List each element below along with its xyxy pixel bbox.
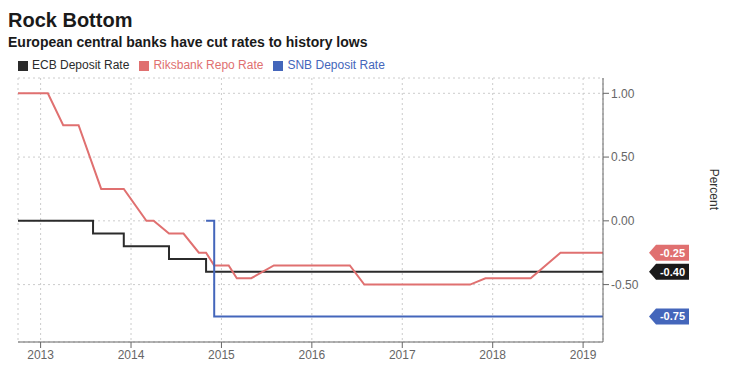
- svg-text:2013: 2013: [27, 348, 54, 362]
- html-text:SNB Deposit Rate: SNB Deposit Rate: [287, 58, 385, 72]
- svg-text:2014: 2014: [118, 348, 145, 362]
- svg-text:-0.50: -0.50: [611, 278, 639, 292]
- svg-text:0.50: 0.50: [611, 150, 635, 164]
- svg-text:Percent: Percent: [707, 169, 721, 211]
- svg-text:2015: 2015: [208, 348, 235, 362]
- svg-text:1.00: 1.00: [611, 87, 635, 101]
- svg-text:2018: 2018: [479, 348, 506, 362]
- svg-text:-0.75: -0.75: [660, 310, 685, 322]
- svg-text:2019: 2019: [570, 348, 597, 362]
- svg-text:0.00: 0.00: [611, 214, 635, 228]
- html-text:Riksbank Repo Rate: Riksbank Repo Rate: [153, 58, 264, 72]
- svg-text:-0.25: -0.25: [660, 247, 685, 259]
- html-text:ECB Deposit Rate: ECB Deposit Rate: [32, 58, 130, 72]
- html-text:European central banks have cu: European central banks have cut rates to…: [8, 34, 368, 50]
- svg-text:2016: 2016: [299, 348, 326, 362]
- html-text:Rock Bottom: Rock Bottom: [8, 9, 133, 31]
- svg-text:-0.40: -0.40: [660, 266, 685, 278]
- svg-text:2017: 2017: [389, 348, 416, 362]
